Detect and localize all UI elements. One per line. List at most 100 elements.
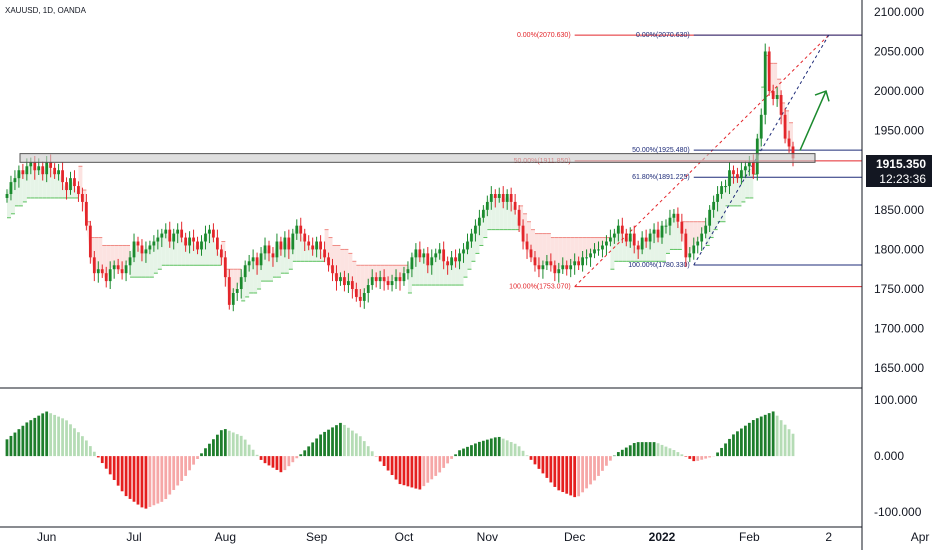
candle-body (648, 233, 652, 242)
candle-body (243, 265, 247, 278)
osc-bar (17, 429, 21, 457)
price-tick-label: 2050.000 (874, 44, 924, 58)
trail-fill (149, 241, 154, 278)
candle-body (382, 277, 386, 282)
candle-body (736, 174, 739, 179)
osc-bar (41, 413, 45, 457)
osc-bar (144, 456, 148, 509)
fib-label: 50.00%(1925.480) (632, 147, 690, 154)
osc-bar (49, 413, 53, 457)
osc-bar (775, 415, 779, 457)
osc-bar (513, 443, 517, 457)
osc-bar (370, 451, 374, 457)
candle-body (176, 229, 180, 234)
osc-bar (620, 449, 624, 457)
candle-body (616, 225, 620, 234)
osc-bar (569, 456, 573, 496)
osc-bar (235, 434, 239, 457)
osc-tick-label: 100.000 (874, 393, 918, 407)
osc-bar (696, 456, 700, 461)
candle-body (652, 229, 656, 234)
candle-body (720, 186, 723, 194)
candle-body (69, 178, 72, 191)
support-zone (19, 153, 816, 163)
candle-body (728, 170, 731, 187)
candle-body (180, 229, 184, 238)
candle-body (84, 201, 88, 226)
osc-tick-label: -100.000 (874, 505, 922, 519)
candle-body (247, 261, 251, 266)
candle-body (156, 237, 160, 242)
time-tick-label: Sep (306, 530, 328, 544)
osc-bar (37, 415, 41, 457)
candle-body (212, 229, 215, 238)
candle-body (144, 249, 148, 254)
trail-fill (586, 237, 591, 258)
osc-bar (219, 430, 223, 457)
trail-fill (602, 237, 607, 246)
osc-bar (227, 430, 231, 457)
osc-bar (724, 443, 727, 457)
candle-body (362, 292, 366, 301)
candle-body (545, 261, 549, 266)
osc-bar (728, 438, 731, 457)
osc-bar (434, 456, 438, 476)
osc-bar (545, 456, 549, 478)
osc-bar (354, 433, 358, 457)
osc-bar (21, 425, 25, 457)
osc-tick-label: 0.000 (874, 449, 904, 463)
osc-bar (581, 456, 585, 493)
trail-fill (126, 245, 131, 266)
price-tick-label: 1850.000 (874, 203, 924, 217)
candle-body (632, 233, 636, 246)
trail-fill (153, 237, 158, 274)
candle-body (53, 167, 57, 175)
osc-bar (438, 456, 442, 473)
osc-bar (192, 456, 195, 465)
trail-fill (114, 245, 119, 270)
candle-body (307, 241, 311, 246)
trail-fill (507, 194, 512, 230)
osc-bar (29, 420, 33, 457)
trail-fill (265, 245, 269, 282)
candle-body (132, 241, 136, 258)
osc-bar (347, 427, 350, 457)
osc-bar (33, 417, 37, 457)
time-tick-label: Jul (126, 530, 141, 544)
candle-body (164, 229, 168, 234)
osc-bar (176, 456, 180, 486)
osc-bar (271, 456, 275, 468)
candle-body (612, 233, 616, 238)
candle-body (81, 194, 84, 202)
candle-body (406, 269, 410, 274)
candle-body (100, 269, 104, 274)
candle-body (374, 277, 378, 282)
osc-bar (474, 443, 477, 457)
osc-bar (180, 456, 184, 481)
osc-bar (378, 456, 382, 462)
osc-bar (759, 416, 763, 457)
osc-bar (116, 456, 120, 486)
candle-body (529, 249, 533, 258)
osc-bar (73, 428, 76, 457)
osc-bar (25, 422, 29, 457)
candle-body (378, 277, 382, 282)
candle-body (192, 237, 195, 242)
candle-body (21, 170, 25, 175)
candle-body (208, 229, 211, 234)
candle-body (712, 201, 716, 210)
candle-body (335, 273, 338, 282)
osc-bar (684, 456, 688, 457)
time-tick-label: Nov (477, 530, 498, 544)
candle-body (525, 241, 529, 250)
candle-body (489, 194, 493, 202)
osc-bar (307, 446, 311, 457)
trail-fill (503, 194, 508, 230)
osc-bar (755, 418, 759, 457)
trail-fill (348, 253, 353, 290)
price-tick-label: 1950.000 (874, 124, 924, 138)
candle-body (414, 249, 418, 258)
trail-fill (419, 253, 424, 286)
candle-body (664, 225, 668, 227)
